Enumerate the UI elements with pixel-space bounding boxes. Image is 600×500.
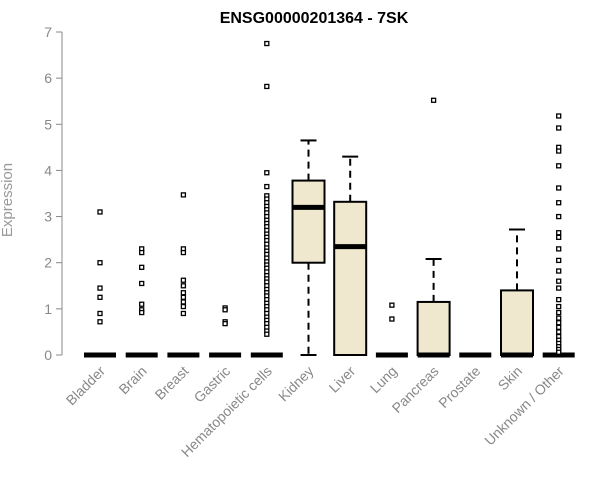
outlier-point	[556, 349, 562, 355]
outlier-point	[556, 303, 562, 310]
box-group	[500, 228, 534, 358]
box-iqr	[416, 300, 451, 356]
y-tick-label: 0	[44, 347, 52, 363]
outlier-point	[556, 320, 562, 326]
outlier-point	[556, 213, 562, 220]
y-tick-label: 2	[44, 255, 52, 271]
outlier-point	[556, 200, 562, 206]
y-tick-label: 1	[44, 301, 52, 317]
x-tick-label: Brain	[115, 363, 149, 397]
x-tick-label: Skin	[495, 363, 526, 394]
outlier-point	[97, 310, 103, 317]
outlier-point	[556, 309, 562, 316]
y-tick-label: 7	[44, 24, 52, 40]
outlier-point	[556, 234, 562, 240]
boxes-layer	[84, 40, 575, 358]
y-tick-label: 6	[44, 70, 52, 86]
box-group	[209, 305, 242, 358]
outlier-point	[556, 278, 562, 284]
outlier-point	[139, 264, 145, 270]
outlier-point	[180, 283, 187, 289]
box-iqr	[291, 179, 326, 264]
outlier-point	[97, 209, 103, 215]
outlier-point	[139, 301, 145, 307]
outlier-point	[97, 294, 103, 300]
outlier-point	[556, 125, 562, 131]
box-iqr	[333, 200, 368, 356]
y-tick-label: 4	[44, 162, 52, 178]
outlier-point	[556, 329, 562, 335]
outlier-point	[556, 230, 562, 236]
outlier-point	[139, 309, 145, 316]
outlier-point	[180, 303, 187, 310]
outlier-point	[556, 185, 562, 191]
outlier-point	[556, 296, 562, 303]
outlier-point	[264, 331, 270, 337]
outlier-point	[180, 277, 187, 283]
x-tick-label: Kidney	[275, 363, 317, 405]
outlier-point	[264, 40, 270, 47]
x-tick-label: Liver	[326, 363, 359, 396]
outlier-point	[556, 315, 562, 321]
outlier-point	[389, 316, 395, 322]
outlier-point	[264, 83, 270, 90]
outlier-point	[264, 170, 270, 176]
box-group	[84, 209, 116, 358]
outlier-point	[139, 249, 145, 256]
outlier-point	[180, 299, 187, 305]
y-tick-label: 3	[44, 209, 52, 225]
x-tick-label: Breast	[152, 363, 192, 403]
outlier-point	[556, 113, 562, 119]
y-axis-title: Expression	[0, 163, 16, 237]
box-group	[333, 155, 368, 356]
box-group	[416, 97, 451, 358]
outlier-point	[556, 268, 562, 274]
outlier-point	[556, 285, 562, 291]
box-group	[250, 40, 283, 358]
box-group	[125, 246, 158, 358]
outlier-point	[264, 183, 270, 190]
x-tick-label: Lung	[367, 363, 400, 396]
outlier-point	[97, 260, 103, 266]
outlier-point	[180, 290, 187, 296]
x-tick-label: Unknown / Other	[481, 363, 567, 449]
outlier-point	[556, 148, 562, 154]
x-tick-label: Bladder	[63, 363, 109, 409]
box-iqr	[500, 289, 534, 356]
box-group	[375, 302, 408, 358]
outlier-point	[389, 302, 395, 308]
outlier-point	[430, 97, 437, 103]
outlier-point	[556, 163, 562, 169]
box-group	[542, 113, 575, 358]
outlier-point	[97, 319, 103, 325]
outlier-point	[180, 249, 187, 256]
y-axis: 0 1 2 3 4 5 6 7	[44, 24, 63, 363]
outlier-point	[180, 192, 187, 198]
outlier-point	[139, 280, 145, 287]
outlier-point	[556, 246, 562, 252]
outlier-point	[556, 257, 562, 264]
y-tick-label: 5	[44, 116, 52, 132]
outlier-point	[222, 307, 228, 313]
outlier-point	[556, 324, 562, 330]
outlier-point	[180, 310, 187, 317]
box-group	[291, 139, 326, 356]
chart-title: ENSG00000201364 - 7SK	[220, 10, 409, 27]
outlier-point	[222, 320, 228, 327]
box-group	[167, 192, 200, 358]
outlier-point	[180, 294, 187, 300]
outlier-point	[97, 285, 103, 291]
x-tick-label: Prostate	[435, 363, 483, 411]
